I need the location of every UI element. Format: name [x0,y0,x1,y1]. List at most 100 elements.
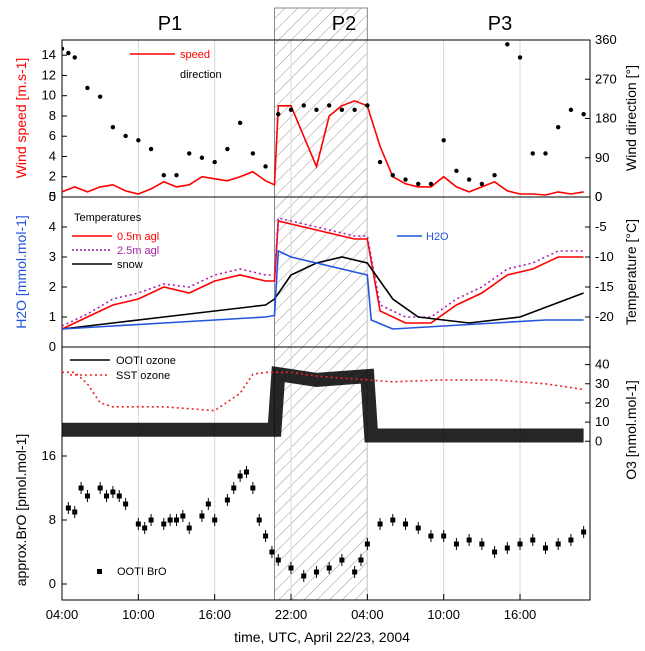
y-tick-label-right: 40 [595,357,609,372]
series-wind-direction-point [199,155,205,160]
series-wind-direction-point [492,172,497,178]
series-ooti-bro-point [180,513,186,519]
y-tick-label-right: 90 [595,150,609,165]
series-ooti-bro-point [466,537,472,543]
series-wind-direction-point [301,103,306,108]
series-h2o [62,249,584,330]
y-tick-label-left: 2 [49,279,56,294]
ylabel-bro: approx.BrO [pmol.mol-1] [13,434,29,587]
series-ooti-bro-point [174,517,180,523]
series-ooti-bro-point [205,501,211,507]
x-tick-label: 10:00 [427,607,460,622]
series-ooti-bro-point [123,501,129,507]
series-wind-direction-point [110,125,116,130]
x-tick-label: 16:00 [198,607,231,622]
series-ooti-bro-point [568,537,574,543]
y-tick-label-right: 180 [595,111,617,126]
legend-h2o: H2O [426,231,449,243]
x-tick-label: 22:00 [275,607,308,622]
series-ooti-bro-point [403,521,409,527]
series-ooti-bro-point [339,557,345,563]
series-ooti-bro-point [231,485,237,491]
y-tick-label-right: -10 [595,249,614,264]
series-ooti-bro-point [110,489,116,495]
ylabel-o3: O3 [nmol.mol-1] [623,380,639,480]
y-tick-label-left: 12 [42,67,56,82]
series-wind-direction-point [123,133,128,139]
period-label-p1: P1 [158,13,182,35]
y-tick-label-left: 0 [49,576,56,591]
legend-0-5m: 0.5m agl [117,231,159,243]
series-wind-direction-point [555,125,561,130]
series-ooti-bro-point [326,565,332,571]
series-ooti-bro-point [243,469,249,475]
series-wind-direction-point [288,107,294,112]
series-wind-direction-point [543,151,548,156]
series-wind-direction-point [428,181,434,187]
legend-ozone: OOTI ozone SST ozone [70,355,176,382]
series-ooti-bro-point [256,517,262,523]
series-ooti-ozone [62,366,584,443]
series-ooti-bro-point [492,549,498,555]
series-wind-direction-point [441,138,446,143]
series-ooti-bro-point [313,569,319,575]
series-temp-2-5m [62,217,584,327]
series-wind-direction-point [568,107,574,112]
series-ooti-bro-point [250,485,256,491]
y-tick-label-right: 0 [595,189,602,204]
series-wind-direction-point [212,159,217,165]
series-ooti-bro-point [364,541,370,547]
y-tick-label-left: 1 [49,309,56,324]
series-wind-direction-point [530,151,535,156]
legend-2-5m: 2.5m agl [117,245,159,257]
series-wind-direction-point [352,107,357,112]
y-tick-label-right: 360 [595,32,617,47]
y-tick-label-right: 10 [595,414,609,429]
y-tick-label-right: 0 [595,189,602,204]
series-wind-direction-point [276,111,281,117]
series-ooti-bro-point [104,493,110,499]
series-wind-direction-point [148,146,154,152]
y-tick-label-left: 10 [42,88,56,103]
series-wind-direction-point [72,55,77,60]
legend-temperature: Temperatures 0.5m agl 2.5m agl snow H2O [72,212,449,271]
y-tick-label-right: 270 [595,71,617,86]
y-tick-label-left: 16 [42,448,56,463]
series-ooti-bro-point [504,545,510,551]
series-wind-direction-point [454,168,459,174]
x-tick-label: 04:00 [351,607,384,622]
series-ooti-bro-point [65,505,71,511]
period-label-p3: P3 [488,13,512,35]
legend-bro: OOTI BrO [97,566,167,578]
series-wind-direction-point [250,151,256,156]
panel-ozone-bro-frame [61,346,591,601]
series-wind-direction-point [377,159,383,165]
series-ooti-bro-point [237,473,243,479]
series-ooti-bro-point [428,533,434,539]
series-ooti-bro-point [186,525,192,531]
series-ooti-bro-point [358,557,364,563]
y-tick-label-left: 0 [49,339,56,354]
series-ooti-bro-point [377,521,383,527]
y-tick-label-right: 30 [595,376,609,391]
y-tick-label-right: 20 [595,395,609,410]
series-ooti-bro-point [530,537,536,543]
x-tick-label: 04:00 [46,607,79,622]
series-ooti-bro-point [224,497,230,503]
series-ooti-bro-point [301,573,307,579]
xlabel: time, UTC, April 22/23, 2004 [234,629,410,645]
series-ooti-bro-point [84,493,90,499]
series-wind-direction-point [403,177,408,182]
series-wind-direction-point [62,46,65,51]
series-ooti-bro-point [212,517,218,523]
series-ooti-bro-point [275,557,281,563]
p2-hatched-band [273,7,368,601]
legend-ooti-ozone: OOTI ozone [116,355,176,367]
series-wind-direction-point [66,50,71,56]
ylabel-wind-speed: Wind speed [m.s-1] [13,58,29,179]
series-ooti-bro-point [441,533,447,539]
y-tick-label-left: 14 [42,47,56,62]
series-ooti-bro-point [581,529,587,535]
series-wind-direction-point [97,94,103,99]
legend-ooti-bro: OOTI BrO [117,566,167,578]
